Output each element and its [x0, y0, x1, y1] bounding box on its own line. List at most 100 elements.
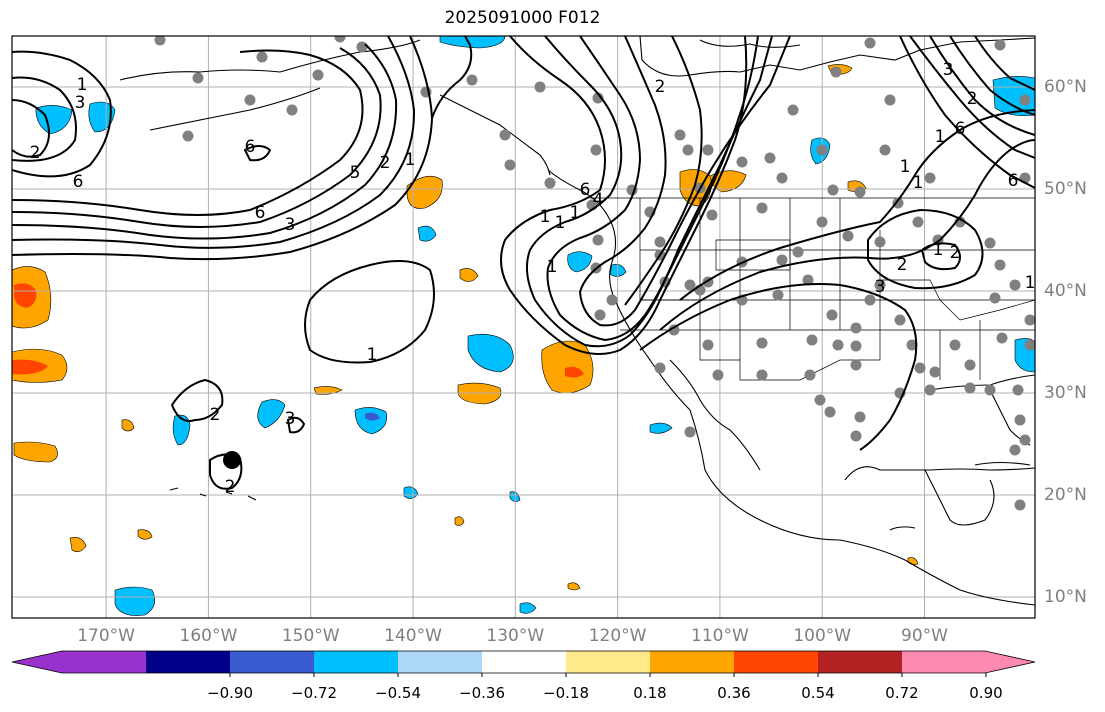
latitude-label: 30°N [1044, 383, 1087, 403]
station-dot [964, 382, 976, 394]
colorbar-segment [398, 651, 482, 673]
contour-label: 1 [405, 150, 416, 170]
station-dot [1024, 314, 1035, 326]
station-dot [702, 339, 714, 351]
station-dot [654, 236, 666, 248]
colorbar-segment [650, 651, 734, 673]
contour-label: 2 [30, 143, 41, 163]
station-dot [466, 74, 478, 86]
shaded-anomaly-fields [12, 36, 1035, 616]
contour-label: 3 [285, 409, 296, 429]
station-dot [706, 209, 718, 221]
station-dot [814, 394, 826, 406]
station-dot [894, 314, 906, 326]
station-dot [892, 197, 904, 209]
station-dot [154, 36, 166, 46]
colorbar-tick-label: −0.54 [375, 684, 421, 702]
station-markers [154, 36, 1035, 511]
station-dot [356, 41, 368, 53]
station-dot [824, 406, 836, 418]
station-dot [1014, 499, 1026, 511]
contour-lines [12, 36, 1035, 490]
contour-label: 1 [935, 127, 946, 147]
station-dot [654, 362, 666, 374]
station-dot [996, 332, 1008, 344]
station-dot [256, 51, 268, 63]
station-dot [504, 159, 516, 171]
station-dot [544, 177, 556, 189]
colorbar-tick-label: 0.90 [969, 684, 1003, 702]
station-dot [668, 324, 680, 336]
station-dot [816, 144, 828, 156]
station-dot [702, 144, 714, 156]
contour-label: 2 [210, 405, 221, 425]
station-dot [286, 104, 298, 116]
contour-label: 3 [875, 277, 886, 297]
colorbar-extend-high [902, 651, 1035, 673]
contour-label: 2 [380, 153, 391, 173]
contour-label: 1 [1025, 273, 1036, 293]
station-dot [244, 94, 256, 106]
map-title: 2025091000 F012 [444, 8, 601, 28]
station-dot [850, 430, 862, 442]
station-dot [674, 129, 686, 141]
station-dot [736, 156, 748, 168]
contour-label: 1 [540, 207, 551, 227]
longitude-label: 150°W [281, 626, 340, 646]
political-borders [590, 197, 1035, 381]
station-dot [182, 130, 194, 142]
colorbar-segment [734, 651, 818, 673]
station-dot [914, 362, 926, 374]
station-dot [879, 144, 891, 156]
longitude-label: 110°W [691, 626, 749, 646]
latitude-label: 60°N [1044, 77, 1087, 97]
station-dot [772, 289, 784, 301]
station-dot [832, 339, 844, 351]
contour-label: 1 [77, 75, 88, 95]
station-dot [826, 309, 838, 321]
colorbar-tick-label: 0.18 [633, 684, 667, 702]
contour-label: 4 [593, 190, 604, 210]
colorbar-outline [11, 650, 1036, 674]
station-dot [776, 172, 788, 184]
station-dot [850, 322, 862, 334]
contour-label: 6 [255, 203, 266, 223]
station-dot [906, 339, 918, 351]
colorbar-segment [482, 651, 566, 673]
station-dot [764, 152, 776, 164]
station-dot [1009, 444, 1021, 456]
station-dot [806, 334, 818, 346]
contour-label: 6 [73, 172, 84, 192]
station-dot [499, 129, 511, 141]
station-dot [787, 104, 799, 116]
longitude-label: 170°W [77, 626, 135, 646]
station-dot [592, 234, 604, 246]
storm-center-marker [223, 451, 241, 469]
colorbar-segment [818, 651, 902, 673]
contour-label: 3 [75, 93, 86, 113]
contour-label: 3 [285, 215, 296, 235]
colorbar-tick-label: 0.54 [801, 684, 835, 702]
station-dot [606, 294, 618, 306]
contour-label: 2 [950, 243, 961, 263]
station-dot [827, 184, 839, 196]
longitude-label: 140°W [384, 626, 442, 646]
contour-label: 6 [1008, 171, 1019, 191]
station-dot [334, 36, 346, 43]
contour-label: 1 [367, 345, 378, 365]
station-dot [756, 337, 768, 349]
colorbar-tick-label: 0.36 [717, 684, 751, 702]
station-dot [712, 369, 724, 381]
station-dot [684, 426, 696, 438]
longitude-label: 90°W [901, 626, 948, 646]
contour-label: 1 [555, 213, 566, 233]
station-dot [816, 216, 828, 228]
longitude-label: 100°W [793, 626, 852, 646]
station-dot [756, 369, 768, 381]
station-dot [989, 292, 1001, 304]
station-dot [884, 94, 896, 106]
coastlines [119, 36, 1035, 606]
longitude-label: 160°W [179, 626, 238, 646]
